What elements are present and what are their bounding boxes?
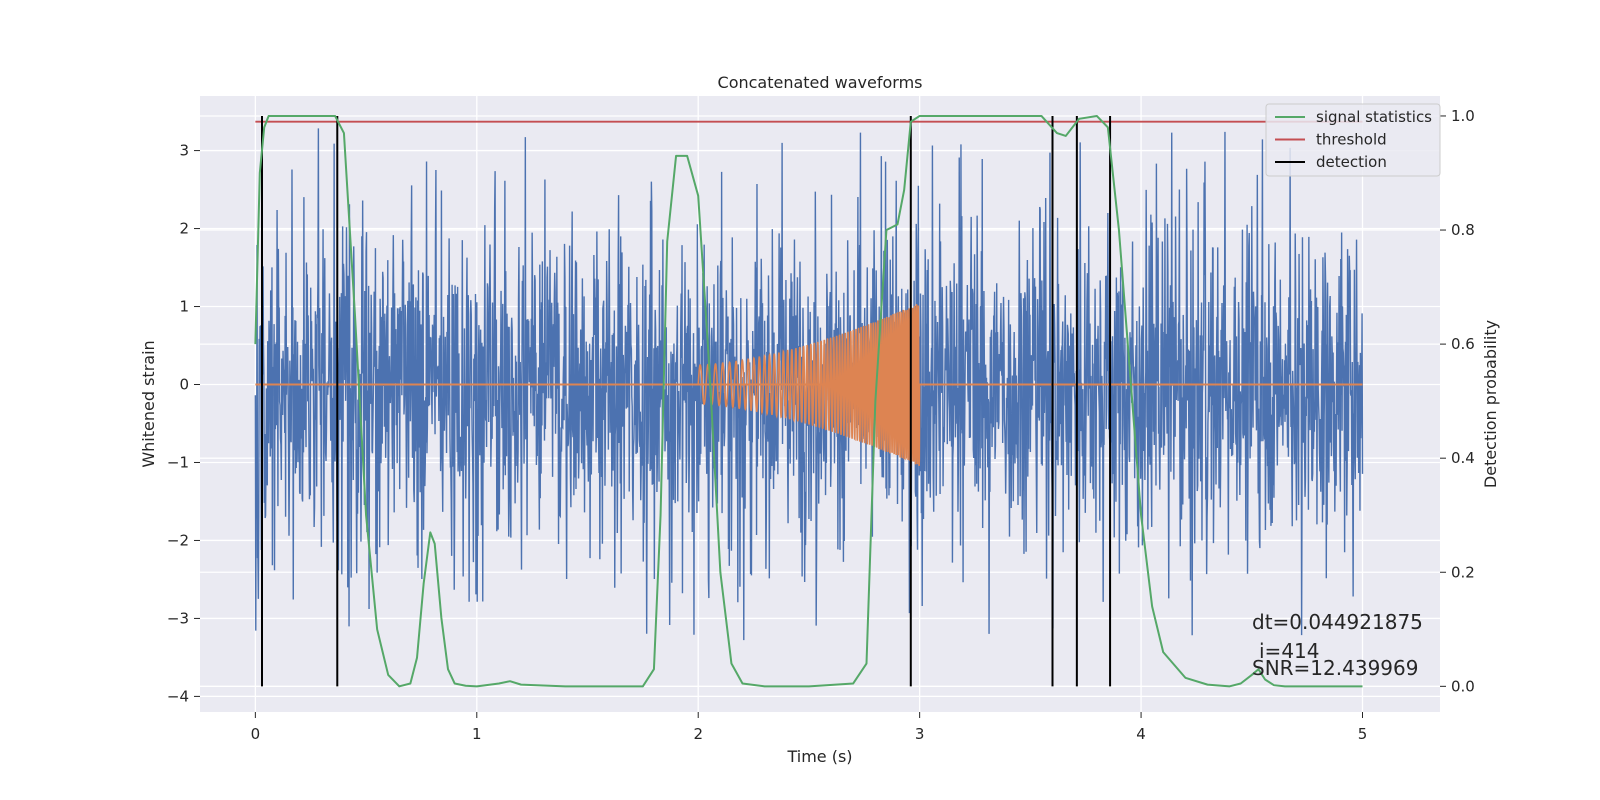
x-tick-label: 2 — [693, 725, 703, 743]
x-tick-label: 5 — [1358, 725, 1368, 743]
x-tick-label: 4 — [1136, 725, 1146, 743]
template-chirp-line — [697, 304, 921, 466]
x-tick-label: 0 — [251, 725, 261, 743]
legend-label: detection — [1316, 153, 1387, 171]
annotations: dt=0.044921875 i=414 SNR=12.439969 — [1252, 610, 1423, 680]
annotation-dt: dt=0.044921875 — [1252, 610, 1423, 634]
y-tick-label: −2 — [167, 531, 189, 549]
y-tick-label: 3 — [179, 142, 189, 160]
y-tick-label: 2 — [179, 220, 189, 238]
y2-tick-label: 0.2 — [1451, 563, 1475, 581]
axes: 0 1 2 3 4 5 −4 −3 −2 −1 0 1 2 3 0.0 0.2 0.4 0.6 0.8 1.0 — [167, 107, 1475, 743]
legend: signal statistics threshold detection — [1265, 103, 1441, 177]
y2-tick-label: 0.4 — [1451, 449, 1475, 467]
y-axis-title: Whitened strain — [139, 340, 158, 467]
y-tick-label: 0 — [179, 376, 189, 394]
legend-box — [1265, 103, 1441, 177]
signal-statistics-line — [254, 114, 1363, 688]
x-axis-title: Time (s) — [786, 747, 852, 766]
legend-label: signal statistics — [1316, 108, 1432, 126]
y2-axis-title: Detection probability — [1481, 320, 1500, 488]
y2-tick-label: 1.0 — [1451, 107, 1475, 125]
y-tick-label: −4 — [167, 687, 189, 705]
annotation-index: i=414 — [1259, 639, 1320, 663]
chart-title: Concatenated waveforms — [718, 73, 923, 92]
data-layer — [254, 114, 1364, 688]
y2-tick-label: 0.6 — [1451, 335, 1475, 353]
legend-label: threshold — [1316, 131, 1387, 149]
y-tick-label: −3 — [167, 609, 189, 627]
strain-series-line — [254, 128, 1364, 641]
x-tick-label: 3 — [915, 725, 925, 743]
y-tick-label: −1 — [167, 453, 189, 471]
y2-tick-label: 0.0 — [1451, 677, 1475, 695]
y2-tick-label: 0.8 — [1451, 221, 1475, 239]
grid — [200, 96, 1440, 712]
annotation-snr: SNR=12.439969 — [1252, 656, 1418, 680]
x-tick-label: 1 — [472, 725, 482, 743]
y-tick-label: 1 — [179, 298, 189, 316]
